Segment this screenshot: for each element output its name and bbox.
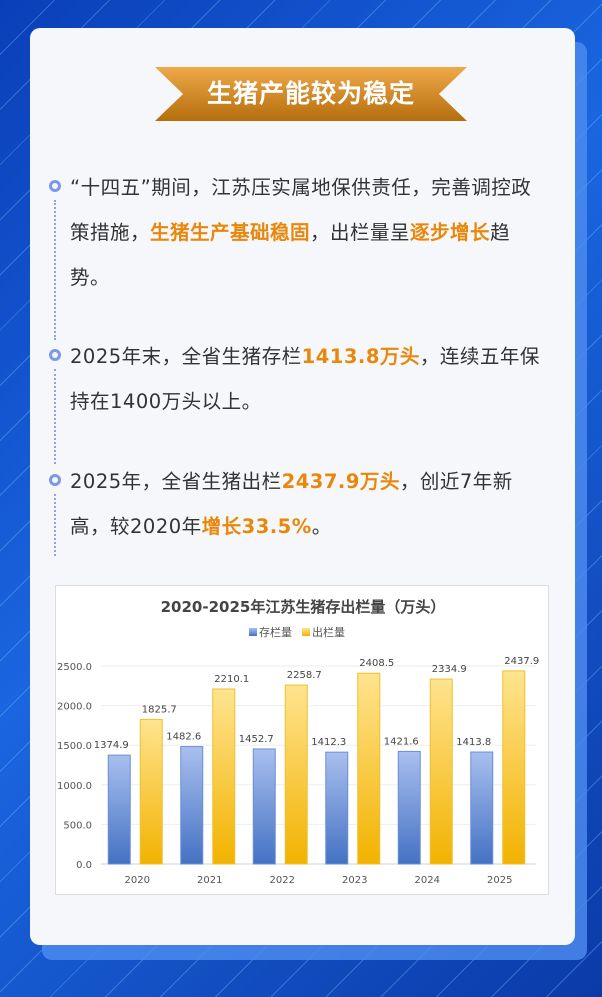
bullet-icon: [49, 180, 61, 192]
data-label: 1413.8: [456, 737, 491, 748]
x-tick-label: 2021: [197, 875, 222, 886]
bullet-icon: [49, 349, 61, 361]
paragraph-2: 2025年末，全省生猪存栏1413.8万头，连续五年保持在1400万头以上。: [70, 334, 550, 424]
body-text: 2025年末，全省生猪存栏: [70, 345, 302, 368]
data-label: 2408.5: [359, 658, 394, 669]
data-label: 1412.3: [311, 737, 346, 748]
highlight-text: 2437.9万头: [281, 470, 400, 493]
chart-title: 2020-2025年江苏生猪存出栏量（万头）: [161, 598, 446, 616]
y-tick-label: 2500.0: [57, 662, 92, 673]
legend-label: 存栏量: [259, 625, 292, 639]
highlight-text: 生猪生产基础稳固: [150, 221, 311, 244]
highlight-text: 增长33.5%: [201, 515, 312, 538]
data-label: 2437.9: [504, 656, 539, 667]
dotted-divider: [54, 494, 56, 556]
bar-slaughter: [139, 718, 163, 865]
highlight-text: 逐步增长: [410, 221, 491, 244]
body-text: ，创近7年新高，较2020年: [70, 470, 513, 538]
data-label: 1452.7: [239, 734, 274, 745]
paragraph-1: “十四五”期间，江苏压实属地保供责任，完善调控政策措施，生猪生产基础稳固，出栏量…: [70, 165, 550, 300]
legend-swatch-stock: [249, 628, 257, 636]
y-tick-label: 1500.0: [57, 741, 92, 752]
y-tick-label: 2000.0: [57, 702, 92, 713]
body-text: ，连续五年保持在1400万头以上。: [70, 345, 540, 413]
content-card: 生猪产能较为稳定 “十四五”期间，江苏压实属地保供责任，完善调控政策措施，生猪生…: [30, 28, 575, 945]
bar-slaughter: [357, 672, 381, 865]
bar-stock: [470, 751, 494, 865]
data-label: 1374.9: [94, 740, 129, 751]
bar-stock: [325, 751, 349, 865]
bar-stock: [252, 748, 276, 865]
x-tick-label: 2024: [415, 875, 440, 886]
body-text: 趋势。: [70, 221, 511, 289]
y-tick-label: 1000.0: [57, 781, 92, 792]
page-title: 生猪产能较为稳定: [206, 79, 415, 108]
data-label: 2334.9: [432, 664, 467, 675]
x-tick-label: 2023: [342, 875, 367, 886]
body-text: “十四五”期间，江苏压实属地保供责任，完善调控政策措施，: [70, 176, 532, 244]
bar-chart: 2020-2025年江苏生猪存出栏量（万头） 存栏量 出栏量 0.0 500.0 1000…: [55, 585, 549, 895]
x-tick-label: 2022: [270, 875, 295, 886]
dotted-divider: [54, 369, 56, 464]
data-label: 1825.7: [142, 704, 177, 715]
body-text: ，出栏量呈: [310, 221, 411, 244]
y-tick-label: 500.0: [63, 820, 92, 831]
bar-slaughter: [429, 678, 453, 865]
title-banner: [155, 67, 467, 121]
x-tick-label: 2020: [125, 875, 150, 886]
chart-svg: 2020-2025年江苏生猪存出栏量（万头） 存栏量 出栏量 0.0 500.0 1000…: [57, 598, 539, 886]
paragraph-3: 2025年，全省生猪出栏2437.9万头，创近7年新高，较2020年增长33.5…: [70, 459, 550, 549]
bar-stock: [180, 746, 204, 865]
body-text: 2025年，全省生猪出栏: [70, 470, 282, 493]
bar-stock: [107, 754, 131, 865]
bar-slaughter: [502, 670, 526, 865]
bullet-icon: [49, 474, 61, 486]
dotted-divider: [54, 200, 56, 340]
legend-label: 出栏量: [312, 625, 345, 639]
data-label: 1482.6: [166, 732, 201, 743]
x-tick-label: 2025: [487, 875, 512, 886]
data-label: 2258.7: [287, 670, 322, 681]
legend-swatch-slaughter: [302, 628, 310, 636]
data-label: 2210.1: [214, 674, 249, 685]
bar-slaughter: [284, 684, 308, 865]
y-tick-label: 0.0: [76, 860, 92, 871]
highlight-text: 1413.8万头: [301, 345, 420, 368]
bar-stock: [397, 750, 421, 865]
body-text: 。: [311, 515, 332, 538]
data-label: 1421.6: [384, 736, 419, 747]
bar-slaughter: [212, 688, 236, 865]
